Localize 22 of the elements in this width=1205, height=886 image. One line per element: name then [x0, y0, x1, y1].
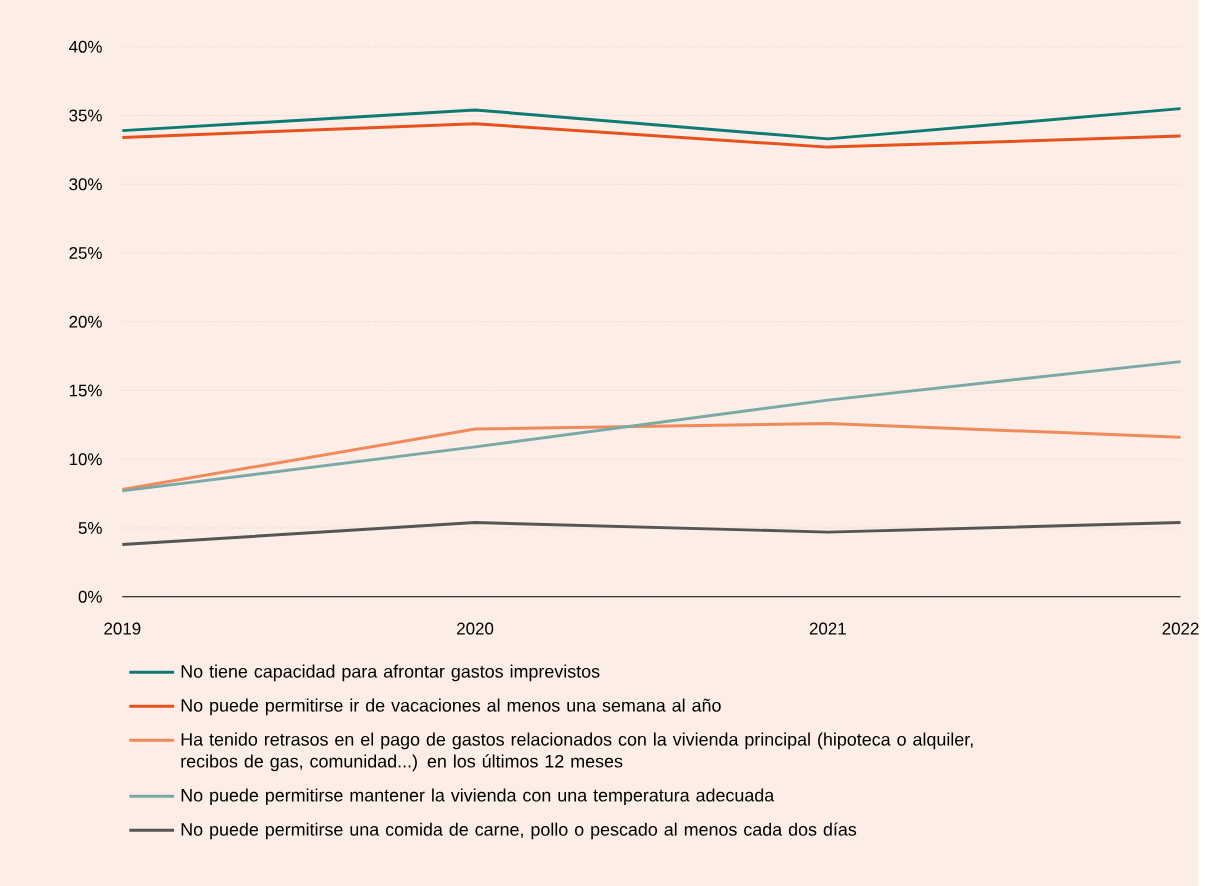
y-tick-label: 40% [69, 40, 102, 53]
line-series [120, 421, 1183, 491]
line-series [120, 122, 1183, 149]
y-tick-label: 25% [69, 246, 102, 259]
legend-label: No puede permitirse una comida de carne, pollo o pescado al menos cada dos días [181, 822, 857, 840]
x-tick-label: 2022 [1162, 622, 1199, 635]
x-tick-label: 2021 [809, 622, 846, 635]
y-tick-label: 20% [69, 315, 102, 328]
y-tick-label: 0% [78, 590, 102, 603]
legend-label: No puede permitirse mantener la vivienda con una temperatura adecuada [181, 788, 775, 806]
y-tick-label: 35% [69, 109, 102, 122]
y-tick-label: 15% [69, 384, 102, 397]
legend-label: No tiene capacidad para afrontar gastos imprevistos [181, 664, 600, 682]
y-tick-label: 30% [69, 178, 102, 191]
x-tick-label: 2019 [104, 622, 141, 635]
y-tick-label: 10% [69, 453, 102, 466]
line-series [120, 360, 1183, 493]
line-series [120, 107, 1183, 141]
legend-label: Ha tenido retrasos en el pago de gastos relacionados con la vivienda principal (hipoteca o alquiler, recibos de gas, comunidad...) en los últimos 12 meses [181, 732, 973, 772]
y-tick-label: 5% [78, 521, 102, 534]
x-tick-label: 2020 [457, 622, 494, 635]
legend-label: No puede permitirse ir de vacaciones al menos una semana al año [181, 698, 721, 716]
